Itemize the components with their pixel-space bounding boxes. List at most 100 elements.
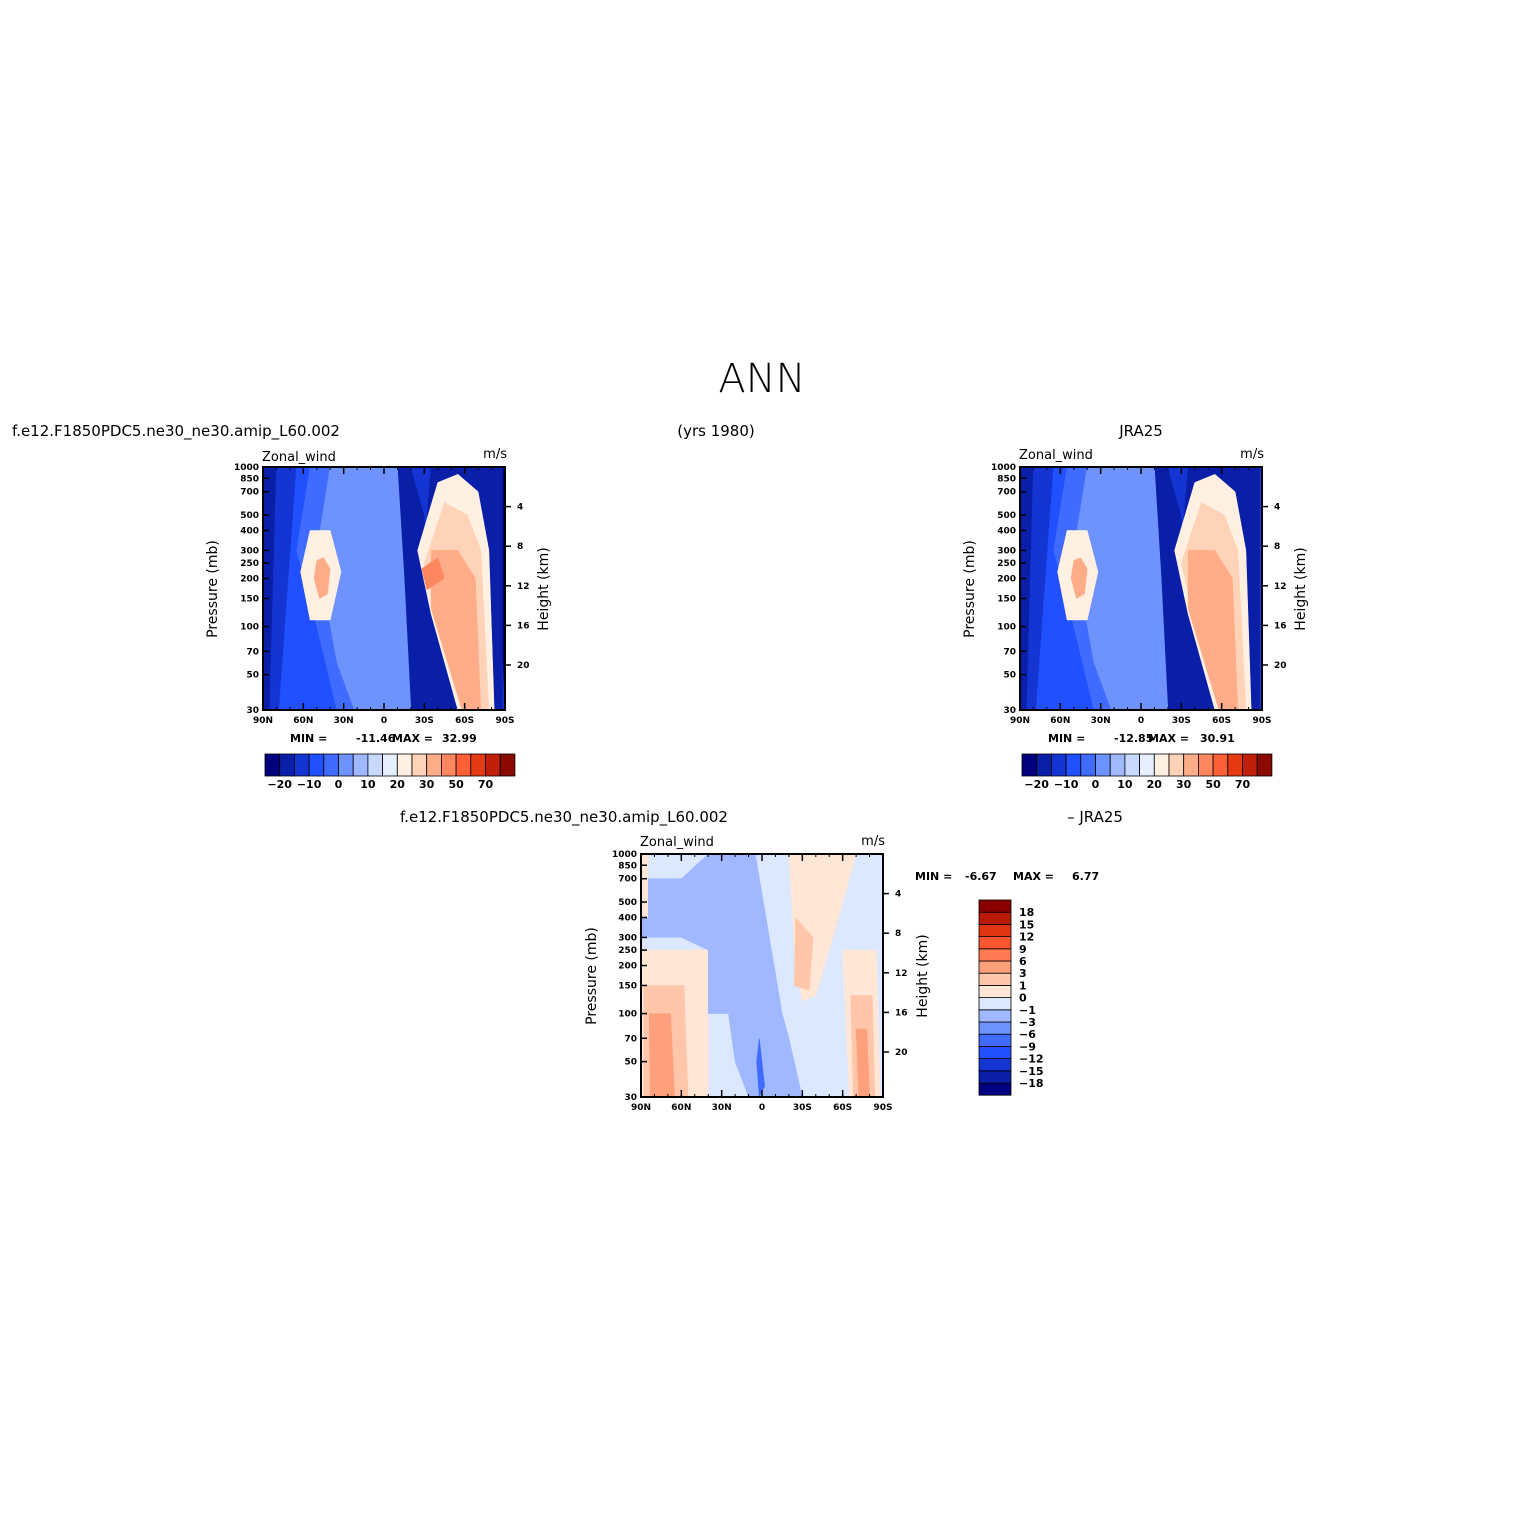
model-colorbar-box — [293, 753, 310, 777]
model-colorbar-label: 70 — [478, 778, 494, 791]
diff-colorbar-box — [978, 899, 1012, 913]
model-ytick-label: 300 — [240, 546, 259, 556]
model-ytick-label: 30 — [246, 706, 259, 716]
diff-y2tick-label: 16 — [895, 1008, 908, 1018]
obs-contour-band-9 — [1187, 550, 1239, 710]
model-colorbar-label: 20 — [390, 778, 406, 791]
model-ytick-label: 700 — [240, 488, 259, 498]
diff-contour-band-6 — [794, 917, 814, 991]
obs-colorbar-box — [1153, 753, 1170, 777]
model-y2tick-label: 8 — [517, 542, 523, 552]
model-contour-band-10 — [430, 550, 482, 710]
diff-colorbar-label: 12 — [1019, 931, 1034, 944]
diff-colorbar-box — [978, 1058, 1012, 1072]
obs-colorbar-label: 30 — [1176, 778, 1192, 791]
diff-ytick-label: 300 — [618, 933, 637, 943]
obs-xtick-label: 60S — [1212, 716, 1231, 726]
diff-ytick-label: 1000 — [612, 850, 637, 860]
obs-colorbar-box — [1036, 753, 1052, 777]
model-colorbar-box — [470, 753, 486, 777]
diff-xtick-label: 90N — [631, 1103, 651, 1113]
obs-colorbar-label: 0 — [1092, 778, 1100, 791]
model-xtick-label: 60S — [455, 716, 474, 726]
model-colorbar-box — [396, 753, 413, 777]
obs-colorbar-label: 70 — [1235, 778, 1251, 791]
diff-xtick-label: 30S — [793, 1103, 812, 1113]
obs-ytick-label: 200 — [997, 575, 1016, 585]
model-y2label: Height (km) — [536, 547, 552, 630]
obs-colorbar-box — [1021, 753, 1038, 777]
obs-panel-title: JRA25 — [1118, 422, 1163, 440]
obs-colorbar-box — [1198, 753, 1214, 777]
model-colorbar-label: 0 — [335, 778, 343, 791]
model-colorbar-label: −10 — [297, 778, 322, 791]
obs-ytick-label: 850 — [997, 474, 1016, 484]
model-colorbar-label: 30 — [419, 778, 435, 791]
obs-max-label: MAX = — [1148, 732, 1189, 745]
obs-colorbar-box — [1095, 753, 1111, 777]
model-ytick-label: 500 — [240, 511, 259, 521]
model-units: m/s — [483, 447, 507, 462]
model-panel: 90N 60N 30N 0 30S 60S 90S305070100150200250300… — [205, 447, 552, 791]
model-min-value: -11.46 — [356, 732, 396, 745]
diff-title-left: f.e12.F1850PDC5.ne30_ne30.amip_L60.002 — [400, 808, 728, 827]
obs-colorbar-box — [1168, 753, 1185, 777]
diff-colorbar-box — [978, 911, 1012, 925]
model-colorbar-box — [367, 753, 383, 777]
diff-y2tick-label: 8 — [895, 929, 901, 939]
obs-ytick-label: 50 — [1003, 671, 1016, 681]
model-axes: 90N 60N 30N 0 30S 60S 90S 30 50 70 100 150 200 250 300… — [234, 463, 530, 726]
diff-colorbar-label: −6 — [1019, 1028, 1036, 1041]
model-max-value: 32.99 — [442, 732, 477, 745]
diff-ytick-label: 100 — [618, 1010, 637, 1020]
model-ytick-label: 1000 — [234, 463, 259, 473]
obs-colorbar-box — [1212, 753, 1229, 777]
obs-colorbar-box — [1051, 753, 1067, 777]
model-contour-band-14 — [313, 557, 331, 599]
obs-contour-fill — [1020, 467, 1262, 710]
model-y2tick-label: 16 — [517, 621, 530, 631]
obs-xtick-label: 30N — [1091, 716, 1111, 726]
diff-xtick-label: 90S — [873, 1103, 892, 1113]
diff-xtick-label: 60N — [671, 1103, 691, 1113]
obs-min-value: -12.85 — [1114, 732, 1153, 745]
diff-contour-band-4 — [641, 854, 803, 1097]
diff-colorbar-box — [978, 1021, 1012, 1035]
model-colorbar-box — [308, 753, 325, 777]
model-ytick-label: 250 — [240, 559, 259, 569]
diff-contour-band-10 — [756, 1038, 765, 1097]
obs-ytick-label: 400 — [997, 526, 1016, 536]
model-colorbar-box — [279, 753, 295, 777]
obs-colorbar-label: 10 — [1117, 778, 1133, 791]
obs-y2tick-label: 4 — [1274, 503, 1280, 513]
diff-y2tick-label: 20 — [895, 1048, 908, 1058]
obs-colorbar-box — [1227, 753, 1243, 777]
obs-units: m/s — [1240, 447, 1264, 462]
diff-max-value: 6.77 — [1072, 870, 1099, 883]
diff-y2label: Height (km) — [915, 934, 931, 1017]
diff-contour-band-11 — [641, 854, 648, 918]
model-ytick-label: 400 — [240, 526, 259, 536]
diff-colorbar-box — [978, 1009, 1012, 1023]
model-xtick-label: 60N — [293, 716, 313, 726]
diff-colorbar-box — [978, 960, 1012, 974]
diff-colorbar-label: 15 — [1019, 918, 1034, 931]
obs-left-string: Zonal_wind — [1019, 448, 1093, 463]
diff-y2tick-label: 12 — [895, 969, 908, 979]
model-ytick-label: 50 — [246, 671, 259, 681]
model-contour-band-11 — [421, 557, 445, 591]
diff-ytick-label: 50 — [624, 1058, 637, 1068]
diff-colorbar-label: 3 — [1019, 967, 1027, 980]
model-max-label: MAX = — [392, 732, 433, 745]
model-colorbar-box — [485, 753, 501, 777]
obs-colorbar-label: −10 — [1054, 778, 1079, 791]
diff-colorbar-label: −15 — [1019, 1065, 1044, 1078]
model-colorbar-box — [426, 753, 442, 777]
model-xtick-label: 30S — [415, 716, 434, 726]
diff-xtick-label: 0 — [759, 1103, 765, 1113]
diff-colorbar-box — [978, 1046, 1012, 1060]
obs-y2tick-label: 8 — [1274, 542, 1280, 552]
model-left-string: Zonal_wind — [262, 450, 336, 465]
